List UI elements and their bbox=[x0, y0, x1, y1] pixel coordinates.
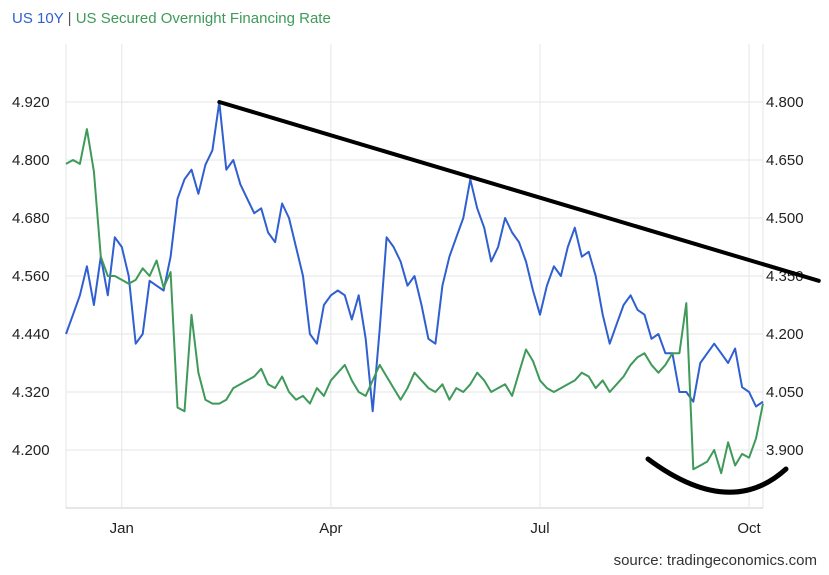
series-title-sofr: US Secured Overnight Financing Rate bbox=[75, 10, 331, 27]
title-separator: | bbox=[67, 10, 72, 27]
annotations bbox=[217, 100, 821, 495]
series-line-sofr bbox=[65, 128, 764, 475]
series-title-us10y: US 10Y bbox=[12, 10, 64, 27]
left-tick-label: 4.920 bbox=[12, 94, 50, 111]
right-tick-label: 4.800 bbox=[766, 94, 804, 111]
right-tick-label: 4.650 bbox=[766, 152, 804, 169]
left-tick-label: 4.440 bbox=[12, 326, 50, 343]
trendline-annotation bbox=[217, 100, 821, 283]
right-tick-label: 4.050 bbox=[766, 384, 804, 401]
left-tick-label: 4.800 bbox=[12, 152, 50, 169]
left-tick-label: 4.680 bbox=[12, 210, 50, 227]
x-axis: Jan Apr Jul Oct bbox=[110, 520, 762, 537]
left-tick-label: 4.560 bbox=[12, 268, 50, 285]
chart-title: US 10Y | US Secured Overnight Financing … bbox=[12, 10, 331, 27]
left-axis: 4.920 4.800 4.680 4.560 4.440 4.320 4.200 bbox=[12, 94, 50, 459]
right-tick-label: 4.500 bbox=[766, 210, 804, 227]
series-line-us10y bbox=[65, 101, 764, 413]
left-tick-label: 4.320 bbox=[12, 384, 50, 401]
left-tick-label: 4.200 bbox=[12, 442, 50, 459]
x-tick-label: Jul bbox=[530, 520, 549, 537]
arc-annotation bbox=[645, 456, 789, 495]
x-tick-label: Oct bbox=[737, 520, 761, 537]
x-tick-label: Jan bbox=[110, 520, 134, 537]
series-lines bbox=[65, 101, 764, 475]
x-tick-label: Apr bbox=[319, 520, 342, 537]
source-label: source: tradingeconomics.com bbox=[613, 552, 817, 569]
right-tick-label: 4.200 bbox=[766, 326, 804, 343]
right-tick-label: 3.900 bbox=[766, 442, 804, 459]
